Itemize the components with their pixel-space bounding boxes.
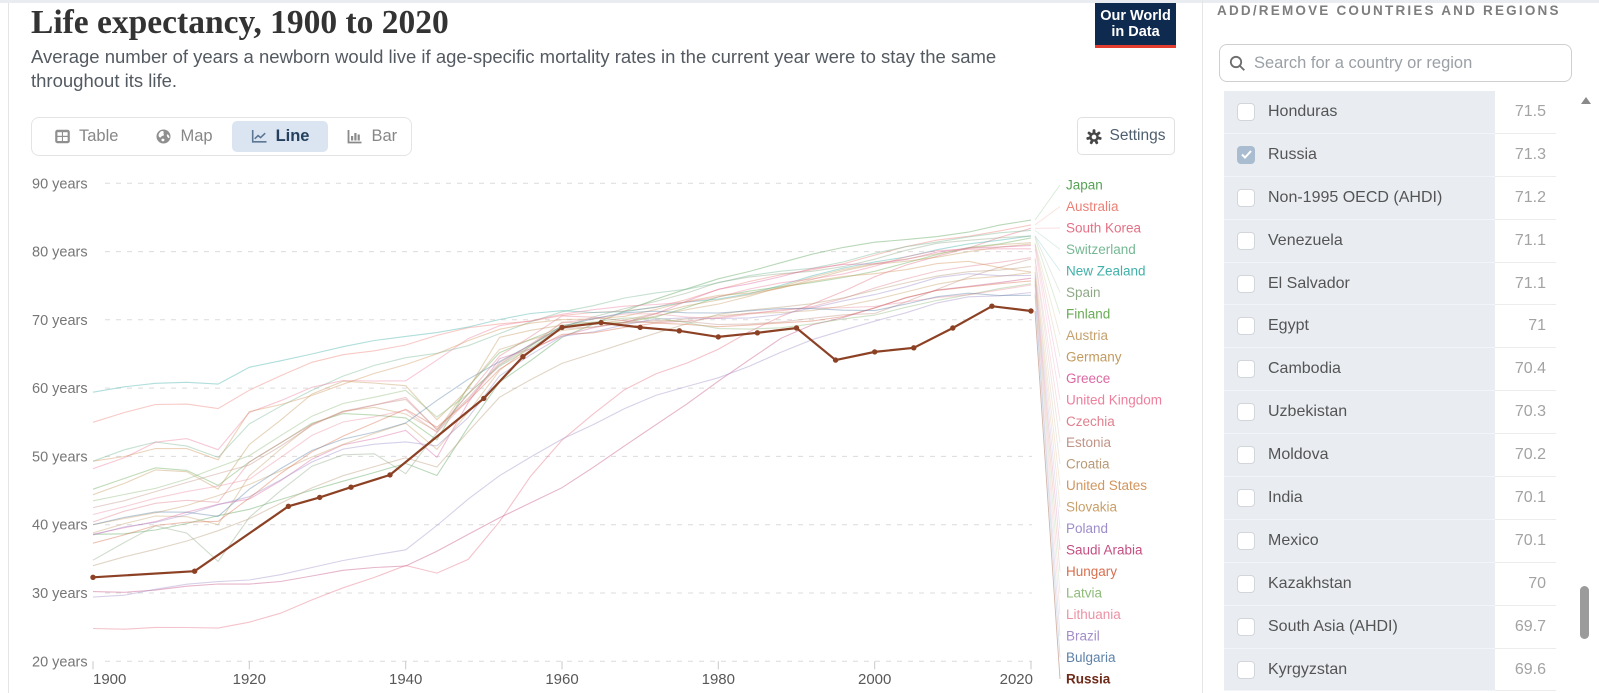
svg-text:Switzerland: Switzerland	[1066, 242, 1136, 257]
svg-text:Finland: Finland	[1066, 306, 1110, 321]
svg-text:Austria: Austria	[1066, 328, 1109, 343]
svg-text:Czechia: Czechia	[1066, 414, 1115, 429]
svg-text:2020: 2020	[1000, 671, 1033, 688]
svg-text:1900: 1900	[93, 671, 126, 688]
svg-text:Greece: Greece	[1066, 371, 1110, 386]
svg-text:Australia: Australia	[1066, 199, 1119, 214]
svg-text:90 years: 90 years	[32, 176, 88, 192]
svg-text:70 years: 70 years	[32, 313, 88, 329]
svg-text:60 years: 60 years	[32, 381, 88, 397]
svg-text:United Kingdom: United Kingdom	[1066, 392, 1162, 407]
svg-text:50 years: 50 years	[32, 449, 88, 465]
svg-text:Lithuania: Lithuania	[1066, 607, 1121, 622]
svg-text:20 years: 20 years	[32, 654, 88, 670]
svg-text:Slovakia: Slovakia	[1066, 500, 1118, 515]
svg-text:40 years: 40 years	[32, 518, 88, 534]
svg-text:Bulgaria: Bulgaria	[1066, 650, 1116, 665]
svg-text:Spain: Spain	[1066, 285, 1101, 300]
svg-text:Hungary: Hungary	[1066, 564, 1117, 579]
svg-text:Japan: Japan	[1066, 178, 1103, 193]
svg-text:30 years: 30 years	[32, 586, 88, 602]
svg-text:Brazil: Brazil	[1066, 629, 1100, 644]
svg-text:1940: 1940	[389, 671, 422, 688]
svg-text:1980: 1980	[702, 671, 735, 688]
svg-text:1920: 1920	[233, 671, 266, 688]
svg-text:Saudi Arabia: Saudi Arabia	[1066, 543, 1143, 558]
svg-text:1960: 1960	[545, 671, 578, 688]
svg-text:2000: 2000	[858, 671, 891, 688]
svg-text:Russia: Russia	[1066, 672, 1111, 687]
svg-text:Germany: Germany	[1066, 349, 1122, 364]
svg-text:80 years: 80 years	[32, 245, 88, 261]
svg-text:New Zealand: New Zealand	[1066, 263, 1146, 278]
svg-text:Poland: Poland	[1066, 521, 1108, 536]
svg-text:South Korea: South Korea	[1066, 221, 1142, 236]
svg-text:Croatia: Croatia	[1066, 457, 1110, 472]
svg-text:United States: United States	[1066, 478, 1147, 493]
svg-text:Latvia: Latvia	[1066, 586, 1103, 601]
svg-text:Estonia: Estonia	[1066, 435, 1112, 450]
